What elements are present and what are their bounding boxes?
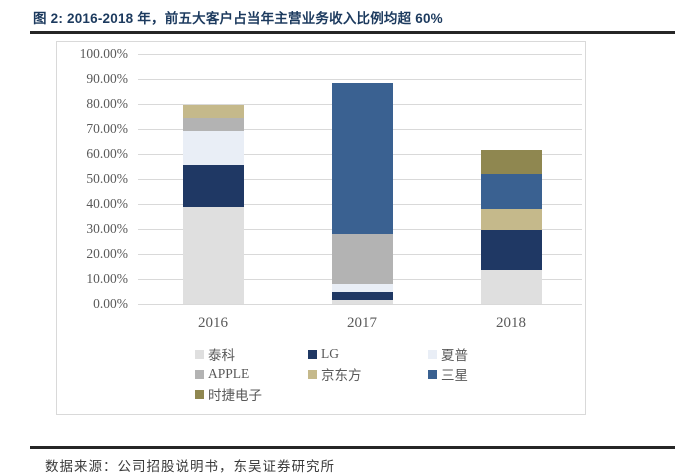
legend-label: APPLE	[208, 366, 250, 381]
legend-label: 京东方	[321, 368, 362, 383]
legend-label: 三星	[441, 368, 468, 383]
legend-swatch-LG	[308, 349, 317, 359]
legend-item-京东方: 京东方	[308, 366, 362, 383]
y-tick-label: 70.00%	[86, 121, 128, 136]
x-tick-label: 2017	[347, 315, 377, 331]
bar-segment-泰科	[331, 300, 393, 304]
bar-segment-APPLE	[182, 118, 244, 131]
bar-segment-时捷电子	[480, 149, 542, 174]
data-source-note: 数据来源：公司招股说明书，东吴证券研究所	[45, 459, 335, 474]
bar-segment-京东方	[182, 104, 244, 118]
bar-segment-APPLE	[331, 233, 393, 284]
bar-segment-LG	[182, 164, 244, 207]
gridline	[138, 54, 582, 55]
gridline	[138, 79, 582, 80]
legend-label: LG	[321, 346, 339, 361]
y-tick-label: 90.00%	[86, 71, 128, 86]
title-underline-rule	[30, 31, 675, 34]
bar-segment-泰科	[182, 206, 244, 304]
chart-title: 图 2: 2016-2018 年，前五大客户占当年主营业务收入比例均超 60%	[33, 11, 443, 26]
legend-swatch-APPLE	[195, 369, 204, 379]
y-tick-label: 20.00%	[86, 246, 128, 261]
bar-segment-LG	[480, 230, 542, 271]
legend-item-三星: 三星	[428, 366, 468, 383]
bar-segment-泰科	[480, 270, 542, 304]
bar-segment-LG	[331, 292, 393, 301]
y-tick-label: 100.00%	[79, 46, 128, 61]
legend-swatch-三星	[428, 369, 437, 379]
bar-segment-京东方	[480, 208, 542, 231]
y-tick-label: 40.00%	[86, 196, 128, 211]
y-tick-label: 50.00%	[86, 171, 128, 186]
legend-item-夏普: 夏普	[428, 346, 468, 363]
y-tick-label: 80.00%	[86, 96, 128, 111]
gridline	[138, 304, 582, 305]
legend-item-时捷电子: 时捷电子	[195, 386, 262, 403]
y-tick-label: 30.00%	[86, 221, 128, 236]
y-tick-label: 0.00%	[93, 296, 128, 311]
legend-swatch-时捷电子	[195, 389, 204, 399]
stacked-bar-chart: 0.00% 10.00% 20.00% 30.00% 40.00% 50.00% 60.00…	[56, 41, 586, 415]
bar-segment-三星	[331, 82, 393, 234]
bar-segment-三星	[480, 173, 542, 209]
bar-segment-夏普	[182, 131, 244, 165]
y-tick-label: 60.00%	[86, 146, 128, 161]
legend-label: 泰科	[208, 348, 235, 363]
legend-swatch-泰科	[195, 349, 204, 359]
footer-top-rule	[30, 446, 675, 449]
legend-label: 夏普	[441, 348, 468, 363]
legend-item-泰科: 泰科	[195, 346, 235, 363]
legend-swatch-夏普	[428, 349, 437, 359]
y-tick-label: 10.00%	[86, 271, 128, 286]
legend-item-APPLE: APPLE	[195, 366, 249, 382]
legend-label: 时捷电子	[208, 388, 262, 403]
bar-segment-夏普	[331, 284, 393, 292]
x-tick-label: 2018	[496, 315, 526, 331]
legend-swatch-京东方	[308, 369, 317, 379]
legend-item-LG: LG	[308, 346, 339, 362]
x-tick-label: 2016	[198, 315, 228, 331]
